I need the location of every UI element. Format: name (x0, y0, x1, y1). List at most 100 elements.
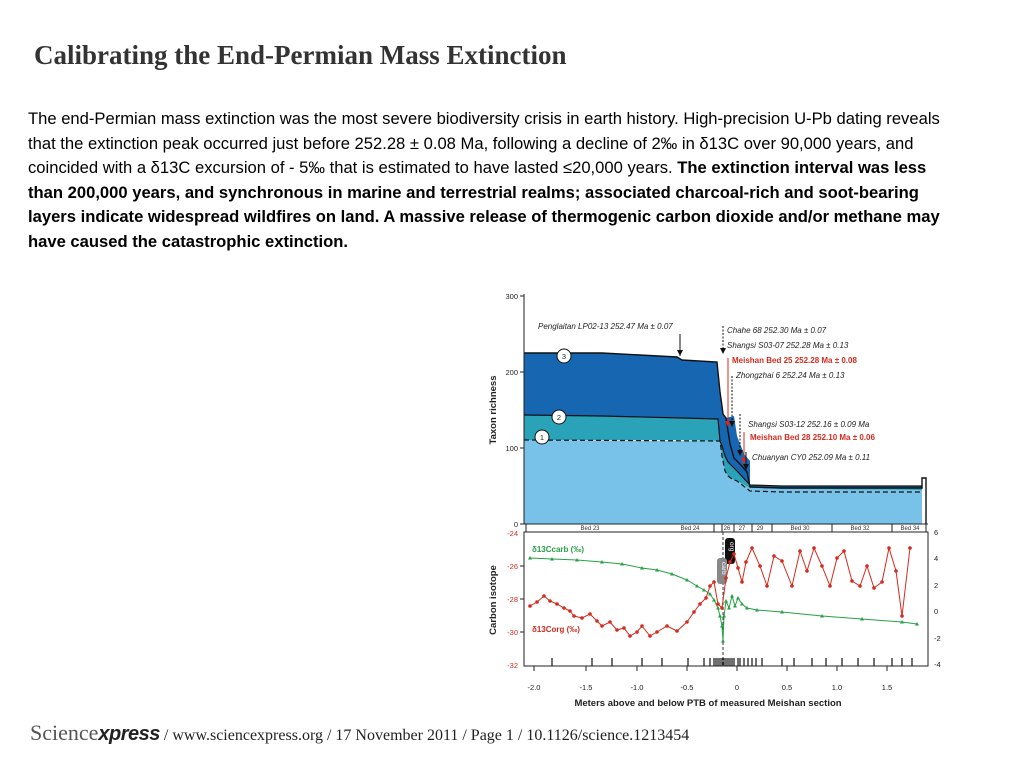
page-title: Calibrating the End-Permian Mass Extinct… (34, 40, 567, 70)
taxon-richness-panel: 300 200 100 0 Taxon richness 3 2 1 (488, 292, 927, 529)
org-point (728, 560, 732, 564)
carb-point (708, 592, 712, 596)
right-tick-4: 4 (934, 554, 938, 563)
carb-point (716, 606, 720, 610)
org-point (608, 620, 612, 624)
org-point (622, 626, 626, 630)
carb-point (727, 606, 731, 610)
org-point (588, 612, 592, 616)
org-point (655, 630, 659, 634)
org-point (640, 624, 644, 628)
brand-xpress: xpress (98, 723, 160, 745)
carb-point (724, 599, 728, 603)
org-point (842, 549, 846, 553)
carb-point (733, 604, 737, 608)
xtick-m1.0: -1.0 (631, 683, 644, 692)
carb-point (720, 624, 724, 628)
carb-point (721, 639, 725, 643)
carb-point (655, 568, 659, 572)
annotation-shangsi-s0307: Shangsi S03-07 252.28 Ma ± 0.13 (727, 341, 849, 350)
carb-point (730, 594, 734, 598)
carb-point (600, 560, 604, 564)
series-carb (528, 556, 919, 643)
right-tick-0: 0 (934, 607, 938, 616)
org-point (665, 624, 669, 628)
org-point (716, 602, 720, 606)
ytick-0: 0 (514, 520, 518, 529)
org-point (692, 610, 696, 614)
outline-curve-1 (523, 439, 922, 493)
org-point (675, 629, 679, 633)
footer: Sciencexpress / www.sciencexpress.org / … (30, 720, 689, 746)
org-point (732, 552, 736, 556)
org-point (600, 624, 604, 628)
carb-point (620, 562, 624, 566)
annotation-meishan-bed28: Meishan Bed 28 252.10 Ma ± 0.06 (750, 433, 875, 442)
left-tick-m24: -24 (507, 529, 518, 538)
left-tick-m30: -30 (507, 628, 518, 637)
outline-curve-3 (524, 352, 927, 524)
org-point (887, 546, 891, 550)
summary-text: The end-Permian mass extinction was the … (28, 109, 940, 177)
right-tick-m4: -4 (934, 660, 941, 669)
annotation-chuanyan: Chuanyan CY0 252.09 Ma ± 0.11 (752, 453, 870, 462)
org-point (615, 628, 619, 632)
org-point (648, 634, 652, 638)
carb-point (740, 602, 744, 606)
top-ylabel: Taxon richness (488, 376, 499, 445)
bed-label-32: Bed 32 (850, 526, 870, 532)
annotation-zhongzhai: Zhongzhai 6 252.24 Ma ± 0.13 (735, 371, 845, 380)
org-point (744, 560, 748, 564)
bed-strip: Bed 23 Bed 24 26 27 29 Bed 30 Bed 32 Bed… (524, 523, 928, 533)
org-point (894, 569, 898, 573)
org-point (724, 576, 728, 580)
carb-point (745, 606, 749, 610)
carb-point (685, 578, 689, 582)
org-point (542, 594, 546, 598)
org-point (712, 580, 716, 584)
org-point (798, 549, 802, 553)
org-point (790, 584, 794, 588)
org-point (580, 616, 584, 620)
org-point (720, 606, 724, 610)
left-tick-m32: -32 (507, 661, 518, 670)
bed-label-26: 26 (724, 526, 731, 532)
summary-bold-text: The extinction interval was less than 20… (28, 158, 940, 251)
footer-citation: / www.sciencexpress.org / 17 November 20… (159, 727, 690, 744)
carb-point (820, 614, 824, 618)
xtick-m0.5: -0.5 (681, 683, 694, 692)
carb-point (915, 622, 919, 626)
bottom-xlabel: Meters above and below PTB of measured M… (574, 698, 841, 709)
org-point (900, 614, 904, 618)
org-point (872, 586, 876, 590)
org-point (805, 569, 809, 573)
org-point (595, 619, 599, 623)
summary-paragraph: The end-Permian mass extinction was the … (28, 107, 958, 254)
org-point (535, 600, 539, 604)
org-point (572, 614, 576, 618)
annotation-penglaitan: Penglaitan LP02-13 252.47 Ma ± 0.07 (538, 322, 673, 331)
bed-label-34: Bed 34 (900, 526, 920, 532)
org-point (628, 634, 632, 638)
org-point (835, 556, 839, 560)
carb-point (702, 588, 706, 592)
xtick-m1.5: -1.5 (580, 683, 593, 692)
org-point (528, 604, 532, 608)
bed-label-23: Bed 23 (580, 526, 600, 532)
org-point (568, 609, 572, 613)
ytick-200: 200 (505, 368, 518, 377)
bed-label-27: 27 (739, 526, 746, 532)
right-tick-m2: -2 (934, 634, 941, 643)
outline-curve-2 (523, 414, 922, 487)
left-tick-m28: -28 (507, 595, 518, 604)
org-point (736, 566, 740, 570)
area-curve-1 (524, 440, 922, 524)
carb-point (670, 572, 674, 576)
bed-label-24: Bed 24 (680, 526, 700, 532)
org-point (548, 599, 552, 603)
org-point (555, 602, 559, 606)
org-point (820, 564, 824, 568)
curve-label-2: 2 (557, 413, 561, 422)
right-tick-6: 6 (934, 528, 938, 537)
legend-carb: δ13Ccarb (‰) (532, 545, 584, 554)
